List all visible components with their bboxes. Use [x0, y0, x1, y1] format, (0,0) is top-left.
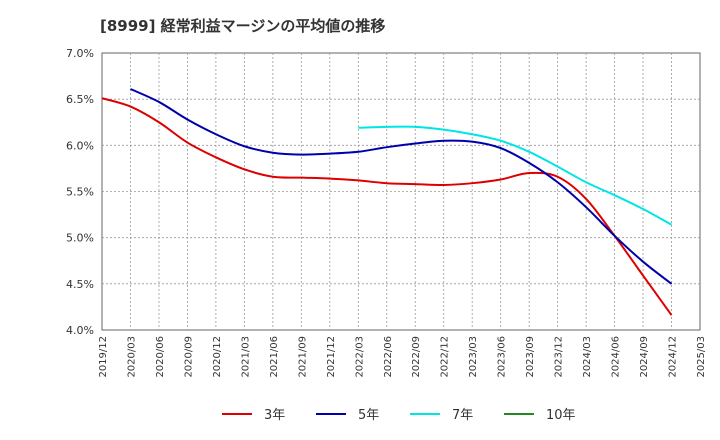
- x-tick-label: 2023/12: [554, 336, 565, 378]
- x-tick-label: 2019/12: [98, 336, 109, 378]
- x-tick-label: 2021/03: [240, 336, 251, 378]
- x-tick-label: 2021/12: [326, 336, 337, 378]
- x-tick-label: 2020/12: [212, 336, 223, 378]
- y-tick-label: 5.5%: [66, 186, 94, 199]
- y-tick-label: 4.0%: [66, 324, 94, 337]
- series-lines: [101, 88, 673, 316]
- x-tick-label: 2022/06: [383, 336, 394, 378]
- x-tick-label: 2023/09: [525, 336, 536, 378]
- x-tick-label: 2023/03: [468, 336, 479, 378]
- x-tick-label: 2020/06: [155, 336, 166, 378]
- x-tick-label: 2022/03: [354, 336, 365, 378]
- legend: 3年 5年 7年 10年: [222, 408, 576, 423]
- chart-title: [8999] 経常利益マージンの平均値の推移: [100, 17, 385, 35]
- y-tick-label: 7.0%: [66, 47, 94, 60]
- y-tick-label: 4.5%: [66, 278, 94, 291]
- x-tick-label: 2024/12: [668, 336, 679, 378]
- y-tick-label: 6.5%: [66, 93, 94, 106]
- plot-frame: [101, 52, 701, 331]
- x-axis-ticks: 2019/12 2020/03 2020/06 2020/09 2020/12 2021/…: [98, 336, 707, 378]
- x-tick-label: 2020/03: [126, 336, 137, 378]
- series-line-2: [358, 125, 673, 226]
- x-tick-label: 2025/03: [696, 336, 707, 378]
- x-tick-label: 2024/03: [582, 336, 593, 378]
- x-tick-label: 2024/06: [611, 336, 622, 378]
- x-tick-label: 2021/09: [297, 336, 308, 378]
- y-tick-label: 5.0%: [66, 232, 94, 245]
- series-line-0: [101, 97, 673, 316]
- x-tick-label: 2022/12: [440, 336, 451, 378]
- legend-label-0: 3年: [264, 408, 285, 423]
- legend-label-3: 10年: [546, 408, 576, 423]
- x-tick-label: 2024/09: [639, 336, 650, 378]
- x-tick-label: 2023/06: [497, 336, 508, 378]
- x-tick-label: 2021/06: [269, 336, 280, 378]
- series-line-1: [130, 88, 673, 285]
- plot-area: [101, 52, 701, 331]
- legend-label-2: 7年: [452, 408, 473, 423]
- x-tick-label: 2022/09: [411, 336, 422, 378]
- x-tick-label: 2020/09: [183, 336, 194, 378]
- y-tick-label: 6.0%: [66, 139, 94, 152]
- y-axis-ticks: 7.0% 6.5% 6.0% 5.5% 5.0% 4.5% 4.0%: [66, 47, 94, 337]
- legend-label-1: 5年: [358, 408, 379, 423]
